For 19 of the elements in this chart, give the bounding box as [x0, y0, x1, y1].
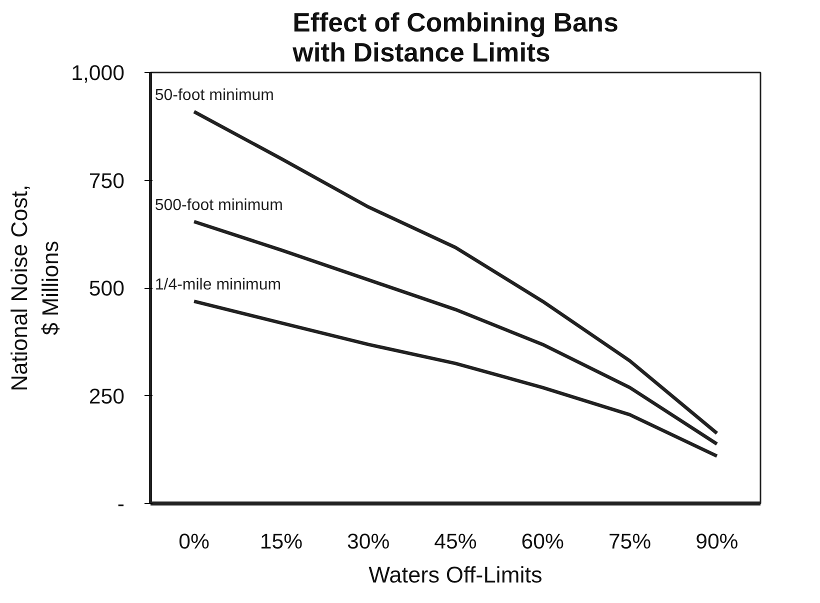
y-tick-label: 750 [88, 168, 125, 193]
y-tick-label: 1,000 [71, 61, 125, 85]
x-tick-label: 90% [696, 530, 738, 554]
x-axis-title: Waters Off-Limits [368, 562, 542, 588]
series-label: 500-foot minimum [154, 196, 283, 214]
x-tick-label: 30% [347, 530, 390, 554]
x-tick-label: 0% [178, 530, 210, 554]
line-series [192, 300, 719, 458]
y-tick-label: - [117, 492, 125, 516]
y-tick-label: 250 [88, 384, 125, 408]
y-axis-title: National Noise Cost, $ Millions [6, 184, 64, 392]
chart-title: Effect of Combining Bans with Distance Limits [292, 8, 618, 68]
x-tick-label: 45% [434, 530, 477, 554]
x-tick-label: 15% [260, 530, 303, 554]
y-tick-label: 500 [88, 276, 125, 300]
series-label: 50-foot minimum [154, 86, 274, 104]
series-label: 1/4-mile minimum [154, 276, 282, 294]
x-tick-label: 75% [608, 530, 652, 554]
x-tick-label: 60% [521, 530, 564, 554]
